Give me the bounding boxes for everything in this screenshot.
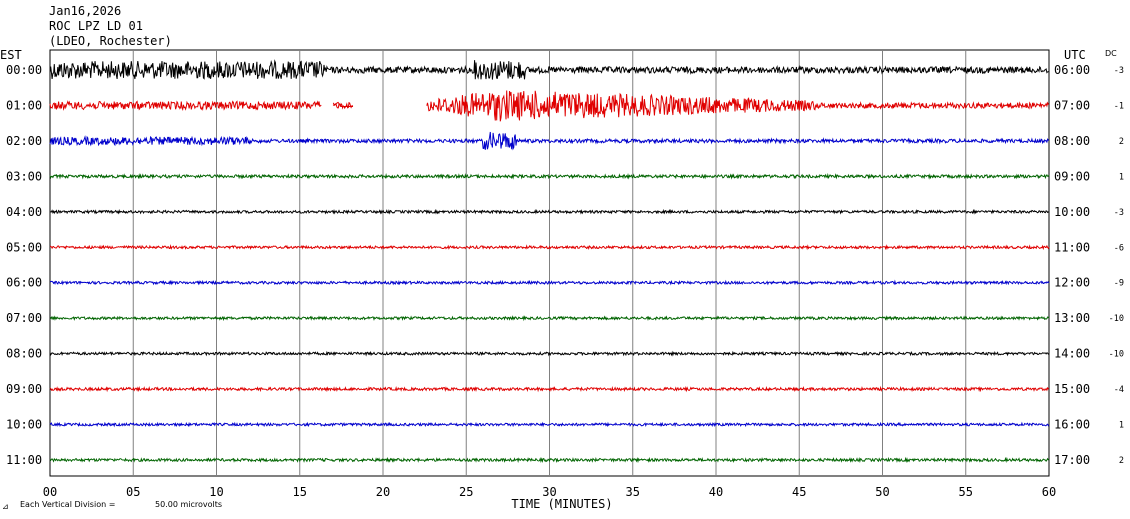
est-header: EST (0, 48, 22, 62)
dc-offset-label: -9 (1114, 279, 1124, 289)
dc-offset-label: -10 (1109, 314, 1124, 324)
x-tick-label: 05 (126, 485, 140, 499)
utc-time-label: 10:00 (1054, 205, 1090, 219)
x-axis-label: TIME (MINUTES) (511, 497, 612, 511)
est-time-label: 09:00 (6, 382, 42, 396)
utc-time-label: 16:00 (1054, 418, 1090, 432)
utc-header: UTC (1064, 48, 1086, 62)
x-tick-label: 25 (459, 485, 473, 499)
dc-offset-label: 1 (1119, 421, 1124, 431)
est-time-label: 00:00 (6, 63, 42, 77)
seismic-trace (49, 385, 1050, 393)
seismic-trace (49, 244, 1050, 251)
dc-offset-label: -1 (1114, 101, 1124, 111)
est-time-label: 03:00 (6, 169, 42, 183)
seismic-trace (49, 279, 1050, 286)
utc-time-label: 17:00 (1054, 453, 1090, 467)
scale-icon: ⊿ (2, 502, 9, 511)
seismic-trace-fragment (332, 101, 354, 107)
dc-offset-label: 1 (1119, 172, 1124, 182)
x-tick-label: 10 (209, 485, 223, 499)
x-tick-label: 00 (43, 485, 57, 499)
dc-offset-label: 2 (1119, 137, 1124, 147)
chart-grid (49, 49, 1050, 477)
utc-time-label: 13:00 (1054, 311, 1090, 325)
utc-time-label: 15:00 (1054, 382, 1090, 396)
station-label: ROC LPZ LD 01 (49, 19, 143, 33)
network-label: (LDEO, Rochester) (49, 34, 172, 48)
x-tick-label: 35 (626, 485, 640, 499)
dc-offset-label: -3 (1114, 208, 1124, 218)
est-time-label: 08:00 (6, 347, 42, 361)
utc-time-label: 12:00 (1054, 276, 1090, 290)
est-time-label: 02:00 (6, 134, 42, 148)
seismic-traces (49, 59, 1050, 464)
x-tick-label: 50 (875, 485, 889, 499)
utc-time-label: 07:00 (1054, 98, 1090, 112)
x-tick-label: 15 (293, 485, 307, 499)
est-time-label: 05:00 (6, 240, 42, 254)
utc-time-label: 08:00 (1054, 134, 1090, 148)
x-tick-label: 30 (542, 485, 556, 499)
utc-time-label: 11:00 (1054, 240, 1090, 254)
seismic-trace (49, 421, 1050, 428)
x-tick-label: 40 (709, 485, 723, 499)
plot-date: Jan16,2026 (49, 4, 122, 18)
est-time-label: 04:00 (6, 205, 42, 219)
scale-description: Each Vertical Division = (20, 500, 115, 509)
dc-offset-label: 2 (1119, 456, 1124, 466)
seismic-trace (49, 131, 1050, 151)
seismic-trace (49, 208, 1050, 215)
dc-header: DC (1105, 49, 1117, 58)
dc-offset-label: -4 (1114, 385, 1124, 395)
est-time-label: 07:00 (6, 311, 42, 325)
est-time-label: 11:00 (6, 453, 42, 467)
x-tick-label: 45 (792, 485, 806, 499)
x-tick-label: 60 (1042, 485, 1056, 499)
seismic-trace (49, 315, 1050, 322)
chart-labels: 00 05 10 15 20 25 30 35 40 45 50 55 60 TIME (MINUTES)… (0, 48, 1124, 511)
utc-time-label: 06:00 (1054, 63, 1090, 77)
seismic-trace (49, 456, 1050, 464)
dc-offset-label: -6 (1114, 243, 1124, 253)
x-tick-label: 20 (376, 485, 390, 499)
seismic-trace (49, 172, 1050, 180)
dc-offset-label: -3 (1114, 66, 1124, 76)
seismic-trace (49, 59, 1050, 80)
est-time-label: 06:00 (6, 276, 42, 290)
x-tick-label: 55 (959, 485, 973, 499)
utc-time-label: 09:00 (1054, 169, 1090, 183)
seismic-trace (49, 350, 1050, 357)
est-time-label: 10:00 (6, 418, 42, 432)
utc-time-label: 14:00 (1054, 347, 1090, 361)
scale-value: 50.00 microvolts (155, 500, 222, 509)
est-time-label: 01:00 (6, 98, 42, 112)
dc-offset-label: -10 (1109, 350, 1124, 360)
